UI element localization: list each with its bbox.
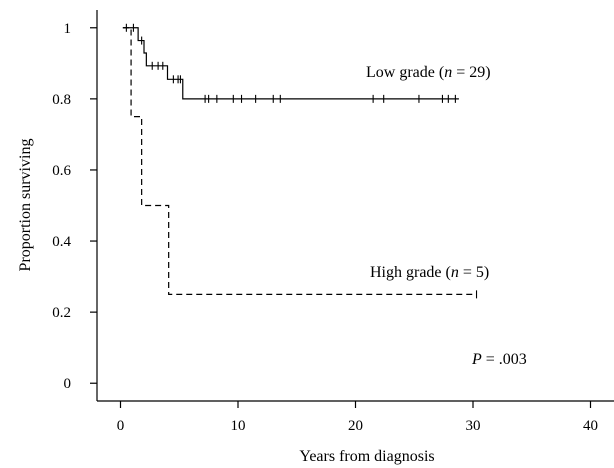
legend-high-grade-suffix: = 5) (459, 264, 489, 281)
legend-high-grade: High grade (n = 5) (370, 264, 489, 281)
y-tick-label: 0.2 (52, 305, 71, 321)
legend-high-grade-n: n (451, 264, 459, 281)
y-tick-label: 0 (64, 376, 72, 392)
y-tick-label: 0.8 (52, 92, 71, 108)
x-tick-label: 0 (117, 418, 125, 434)
legend-low-grade-suffix: = 29) (452, 64, 490, 81)
p-value-annotation: P = .003 (471, 351, 527, 368)
y-ticks: 0 0.2 0.4 0.6 0.8 1 (52, 21, 97, 392)
x-axis-title: Years from diagnosis (299, 448, 434, 465)
y-tick-label: 0.6 (52, 163, 71, 179)
y-axis-title: Proportion surviving (17, 139, 34, 272)
x-tick-label: 30 (466, 418, 481, 434)
legend-low-grade-prefix: Low grade ( (366, 64, 444, 81)
high-grade-survival-curve (122, 27, 477, 295)
legend-high-grade-prefix: High grade ( (370, 264, 451, 281)
legend-low-grade: Low grade (n = 29) (366, 64, 491, 81)
p-letter: P (471, 351, 482, 368)
legend-low-grade-n: n (444, 64, 452, 81)
series-group (122, 23, 478, 299)
x-tick-label: 10 (231, 418, 246, 434)
y-tick-label: 1 (64, 21, 72, 37)
p-value: = .003 (482, 351, 527, 368)
low-grade-survival-curve (122, 27, 459, 100)
x-tick-label: 20 (348, 418, 363, 434)
axes (96, 10, 614, 402)
x-ticks: 0 10 20 30 40 (117, 401, 598, 434)
x-tick-label: 40 (583, 418, 598, 434)
y-tick-label: 0.4 (52, 234, 71, 250)
